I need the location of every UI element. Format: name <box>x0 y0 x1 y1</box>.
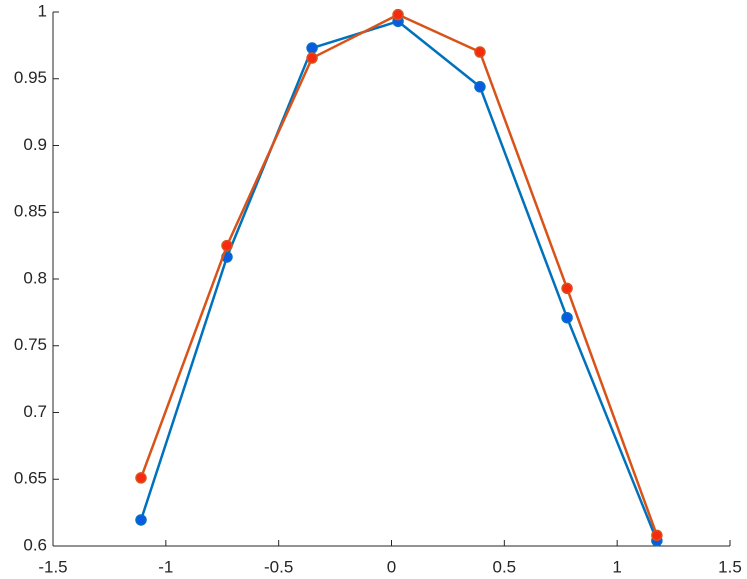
x-tick-label: 0 <box>387 557 396 576</box>
series-line <box>139 20 659 542</box>
y-tick-label: 0.8 <box>23 268 47 287</box>
data-point <box>474 46 486 58</box>
data-point <box>474 81 486 93</box>
data-point <box>306 42 318 54</box>
x-tick-label: 1 <box>612 557 621 576</box>
y-tick-label: 0.85 <box>14 202 47 221</box>
data-point <box>561 282 573 295</box>
y-tick-label: 0.95 <box>14 68 47 87</box>
x-tick-label: 1.5 <box>718 557 742 576</box>
data-point <box>221 239 233 252</box>
y-tick-label: 0.65 <box>14 469 47 488</box>
data-point <box>392 8 404 21</box>
data-point <box>135 472 147 484</box>
y-tick-label: 1 <box>38 1 47 20</box>
data-point <box>135 514 147 526</box>
data-point <box>306 52 318 64</box>
x-tick-label: -1 <box>158 557 173 576</box>
y-tick-label: 0.7 <box>23 402 47 421</box>
data-point <box>651 529 663 542</box>
series-line <box>139 13 659 536</box>
y-tick-label: 0.75 <box>14 335 47 354</box>
y-tick-label: 0.6 <box>23 535 47 554</box>
x-tick-label: -1.5 <box>38 557 67 576</box>
y-tick-label: 0.9 <box>23 135 47 154</box>
data-point <box>561 311 573 324</box>
x-tick-label: 0.5 <box>493 557 517 576</box>
x-tick-label: -0.5 <box>264 557 293 576</box>
